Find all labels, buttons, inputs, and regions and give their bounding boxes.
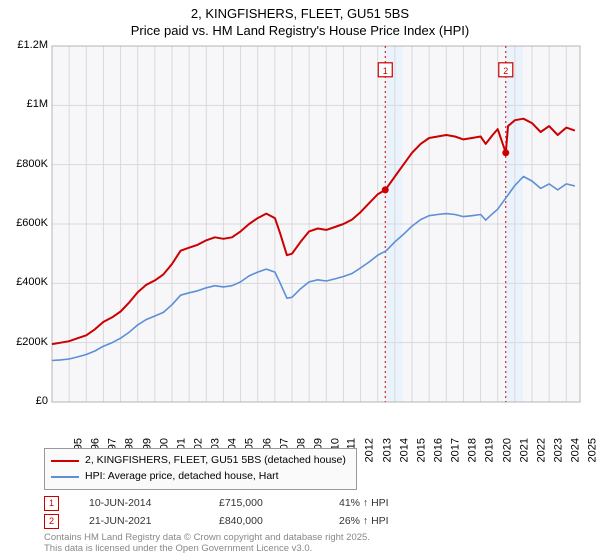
x-tick-label: 2014 (398, 438, 410, 462)
marker-row-2: 2 21-JUN-2021 £840,000 26% ↑ HPI (44, 512, 389, 530)
x-tick-label: 2019 (484, 438, 496, 462)
marker-row-1: 1 10-JUN-2014 £715,000 41% ↑ HPI (44, 494, 389, 512)
footer-line-1: Contains HM Land Registry data © Crown c… (44, 532, 370, 543)
footer: Contains HM Land Registry data © Crown c… (44, 532, 370, 555)
legend-row-price-paid: 2, KINGFISHERS, FLEET, GU51 5BS (detache… (51, 453, 346, 469)
x-tick-label: 2017 (450, 438, 462, 462)
footer-line-2: This data is licensed under the Open Gov… (44, 543, 312, 554)
svg-text:2: 2 (503, 66, 508, 76)
y-tick-label: £1.2M (0, 39, 48, 51)
legend-swatch-price-paid (51, 460, 79, 462)
legend-row-hpi: HPI: Average price, detached house, Hart (51, 469, 346, 485)
marker-date-2: 21-JUN-2021 (89, 515, 219, 527)
marker-delta-1: 41% ↑ HPI (339, 497, 389, 509)
legend-swatch-hpi (51, 476, 79, 478)
marker-delta-2: 26% ↑ HPI (339, 515, 389, 527)
legend: 2, KINGFISHERS, FLEET, GU51 5BS (detache… (44, 448, 357, 490)
marker-table: 1 10-JUN-2014 £715,000 41% ↑ HPI 2 21-JU… (44, 494, 389, 530)
y-tick-label: £800K (0, 158, 48, 170)
y-tick-label: £400K (0, 276, 48, 288)
x-tick-label: 2013 (381, 438, 393, 462)
x-tick-label: 2025 (587, 438, 599, 462)
x-tick-label: 2021 (518, 438, 530, 462)
x-tick-label: 2024 (570, 438, 582, 462)
x-tick-label: 2015 (415, 438, 427, 462)
x-tick-label: 2016 (432, 438, 444, 462)
x-tick-label: 2012 (364, 438, 376, 462)
marker-box-2: 2 (44, 514, 59, 529)
x-tick-label: 2023 (552, 438, 564, 462)
legend-label-hpi: HPI: Average price, detached house, Hart (85, 469, 279, 485)
x-tick-label: 2022 (535, 438, 547, 462)
svg-text:1: 1 (383, 66, 388, 76)
marker-box-1: 1 (44, 496, 59, 511)
marker-price-2: £840,000 (219, 515, 339, 527)
x-tick-label: 2020 (501, 438, 513, 462)
marker-date-1: 10-JUN-2014 (89, 497, 219, 509)
y-tick-label: £600K (0, 217, 48, 229)
marker-price-1: £715,000 (219, 497, 339, 509)
y-tick-label: £0 (0, 395, 48, 407)
chart-container: 2, KINGFISHERS, FLEET, GU51 5BS Price pa… (0, 0, 600, 560)
y-tick-label: £200K (0, 336, 48, 348)
legend-label-price-paid: 2, KINGFISHERS, FLEET, GU51 5BS (detache… (85, 453, 346, 469)
y-tick-label: £1M (0, 98, 48, 110)
x-tick-label: 2018 (467, 438, 479, 462)
